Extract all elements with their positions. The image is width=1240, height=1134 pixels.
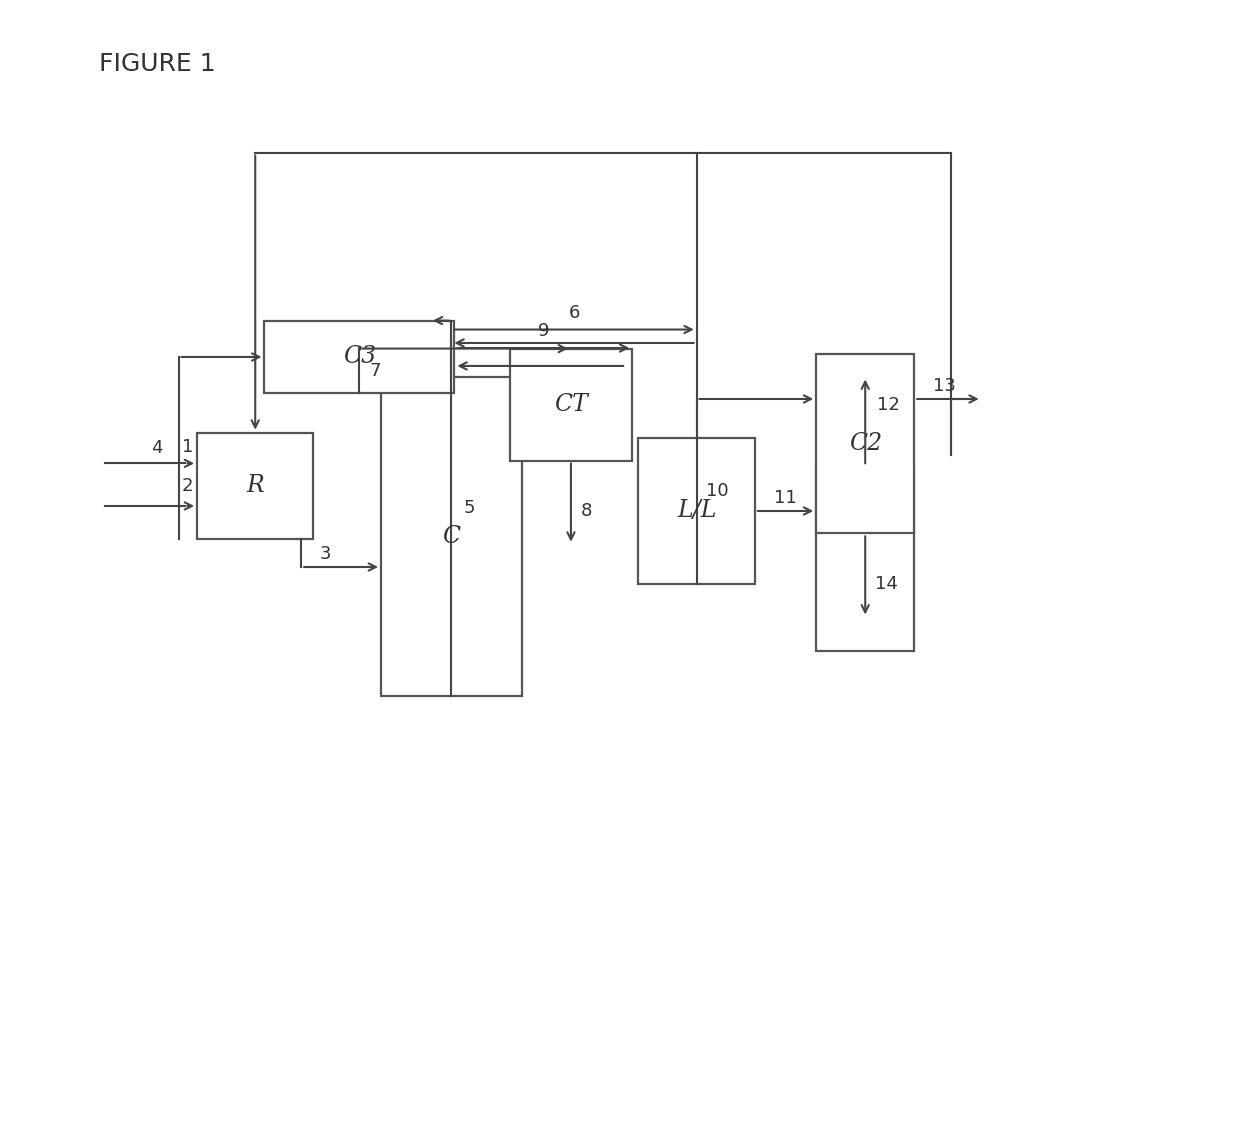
Bar	[639, 438, 755, 584]
Text: 9: 9	[538, 322, 549, 340]
Bar	[264, 321, 455, 393]
Text: R: R	[247, 474, 264, 498]
Text: 12: 12	[878, 396, 900, 414]
Text: 4: 4	[151, 439, 162, 457]
Text: 7: 7	[370, 362, 381, 380]
Text: 14: 14	[875, 575, 898, 593]
Text: 5: 5	[464, 499, 475, 517]
Text: 6: 6	[568, 304, 580, 322]
Text: 8: 8	[580, 502, 593, 521]
Bar	[816, 354, 914, 533]
Bar	[381, 376, 522, 696]
Text: 10: 10	[707, 482, 729, 500]
Text: L/L: L/L	[677, 499, 717, 523]
Bar	[197, 432, 314, 539]
Bar	[510, 348, 632, 460]
Text: C: C	[443, 525, 460, 548]
Text: 1: 1	[182, 438, 193, 456]
Text: C2: C2	[848, 432, 882, 455]
Text: 2: 2	[182, 476, 193, 494]
Text: 13: 13	[934, 376, 956, 395]
Text: FIGURE 1: FIGURE 1	[99, 52, 216, 76]
Text: 11: 11	[774, 489, 797, 507]
Bar	[816, 466, 914, 651]
Text: 3: 3	[320, 544, 331, 562]
Text: C3: C3	[343, 346, 376, 369]
Text: CT: CT	[554, 393, 588, 416]
